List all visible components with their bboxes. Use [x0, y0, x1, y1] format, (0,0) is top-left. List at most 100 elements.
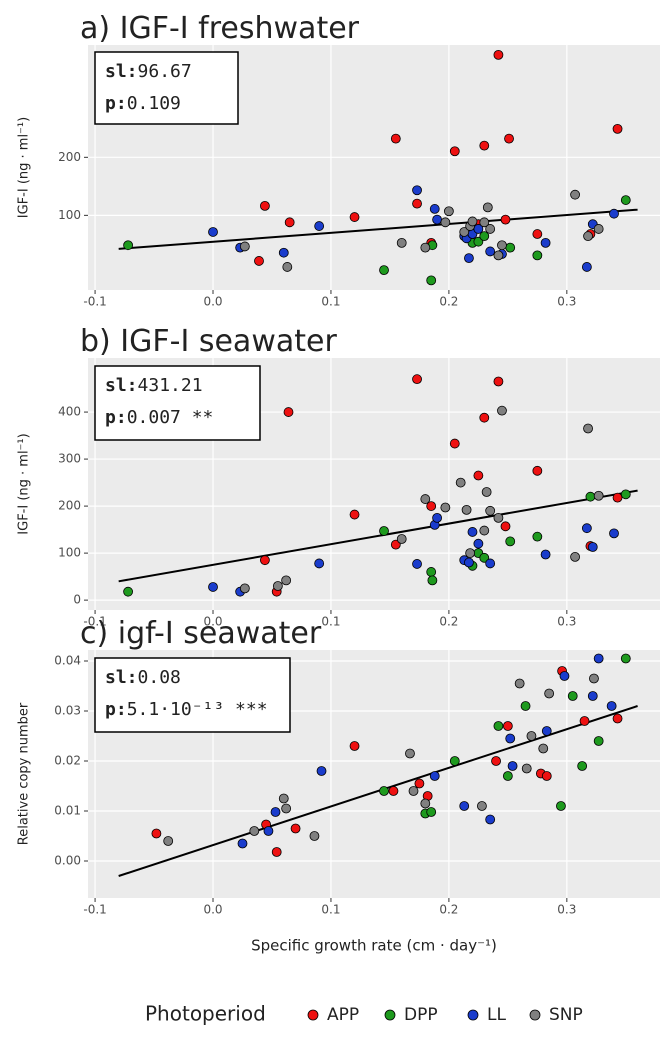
data-point: [272, 581, 283, 591]
annotation-key: p:: [105, 699, 127, 720]
data-point: [479, 231, 490, 242]
data-point: [481, 487, 492, 497]
data-point: [412, 374, 422, 385]
data-point: [609, 208, 619, 219]
data-point: [260, 200, 270, 211]
annotation-value: 0.109: [127, 93, 181, 114]
data-point: [593, 736, 604, 746]
data-point: [505, 733, 516, 744]
y-tick-label: 100: [58, 546, 81, 560]
data-point: [541, 726, 552, 736]
data-point: [449, 146, 460, 157]
data-point: [544, 688, 555, 699]
data-point: [420, 494, 431, 504]
data-point: [493, 250, 504, 261]
data-point: [464, 557, 474, 568]
data-point: [532, 250, 543, 261]
data-point: [349, 741, 360, 751]
data-point: [388, 786, 399, 796]
data-point: [290, 823, 301, 834]
data-point: [593, 490, 604, 501]
data-point: [314, 221, 325, 231]
data-point: [541, 771, 552, 781]
data-point: [505, 242, 516, 253]
data-point: [485, 558, 496, 569]
data-point: [585, 491, 596, 502]
data-point: [620, 653, 631, 664]
data-point: [429, 771, 440, 781]
data-point: [467, 527, 478, 537]
y-tick-label: 0.04: [54, 654, 81, 668]
data-point: [426, 501, 437, 511]
panel-title: b) IGF-I seawater: [80, 324, 337, 359]
data-point: [620, 195, 631, 205]
data-point: [432, 512, 442, 523]
data-point: [583, 231, 593, 242]
data-point: [282, 262, 293, 272]
data-point: [260, 555, 270, 566]
data-point: [349, 509, 360, 520]
data-point: [440, 217, 451, 228]
y-axis-label: Relative copy number: [17, 702, 32, 845]
data-point: [620, 489, 631, 500]
data-point: [479, 140, 490, 151]
data-point: [609, 528, 619, 539]
annotation-key: sl:: [105, 375, 138, 396]
data-point: [581, 523, 592, 534]
annotation-text: p:0.007 **: [105, 407, 213, 428]
data-point: [485, 505, 496, 516]
annotation-key: p:: [105, 93, 127, 114]
data-point: [349, 212, 360, 222]
data-point: [390, 539, 401, 550]
y-tick-label: 0.00: [54, 854, 81, 868]
data-point: [520, 701, 531, 711]
data-point: [461, 504, 472, 515]
data-point: [538, 743, 549, 754]
y-tick-label: 300: [58, 452, 81, 466]
data-point: [208, 227, 218, 237]
x-tick-label: 0.1: [321, 903, 340, 917]
y-tick-label: 0.03: [54, 704, 81, 718]
data-point: [505, 536, 516, 547]
x-tick-label: 0.2: [439, 615, 458, 629]
data-point: [426, 275, 437, 286]
y-tick-label: 200: [58, 499, 81, 513]
x-tick-label: 0.3: [557, 615, 576, 629]
data-point: [270, 807, 281, 817]
y-tick-label: 200: [58, 150, 81, 164]
data-point: [379, 265, 389, 276]
annotation-value: 0.08: [138, 667, 181, 688]
legend-label: LL: [487, 1005, 506, 1025]
data-point: [464, 253, 474, 264]
data-point: [249, 826, 260, 836]
legend-swatch: [384, 1009, 396, 1021]
data-point: [427, 575, 438, 586]
data-point: [493, 49, 504, 60]
y-tick-label: 0.01: [54, 804, 81, 818]
data-point: [254, 256, 264, 266]
annotation-text: p:5.1·10⁻¹³ ***: [105, 699, 268, 720]
data-point: [278, 793, 289, 804]
data-point: [440, 502, 451, 513]
data-point: [479, 217, 490, 228]
annotation-key: sl:: [105, 667, 138, 688]
data-point: [281, 803, 292, 814]
data-point: [570, 551, 580, 562]
data-point: [473, 236, 484, 247]
data-point: [502, 721, 513, 731]
data-point: [208, 582, 218, 592]
data-point: [579, 716, 590, 726]
x-tick-label: 0.1: [321, 295, 340, 309]
x-tick-label: 0.3: [557, 295, 576, 309]
data-point: [581, 262, 592, 272]
legend-title: Photoperiod: [145, 1002, 266, 1026]
data-point: [593, 653, 604, 664]
data-point: [493, 721, 504, 731]
legend-swatch: [307, 1009, 319, 1021]
data-point: [449, 438, 460, 449]
y-tick-label: 0: [73, 593, 81, 607]
data-point: [281, 575, 292, 586]
data-point: [314, 558, 325, 569]
annotation-value: 0.007 **: [127, 407, 214, 428]
x-tick-label: 0.2: [439, 295, 458, 309]
